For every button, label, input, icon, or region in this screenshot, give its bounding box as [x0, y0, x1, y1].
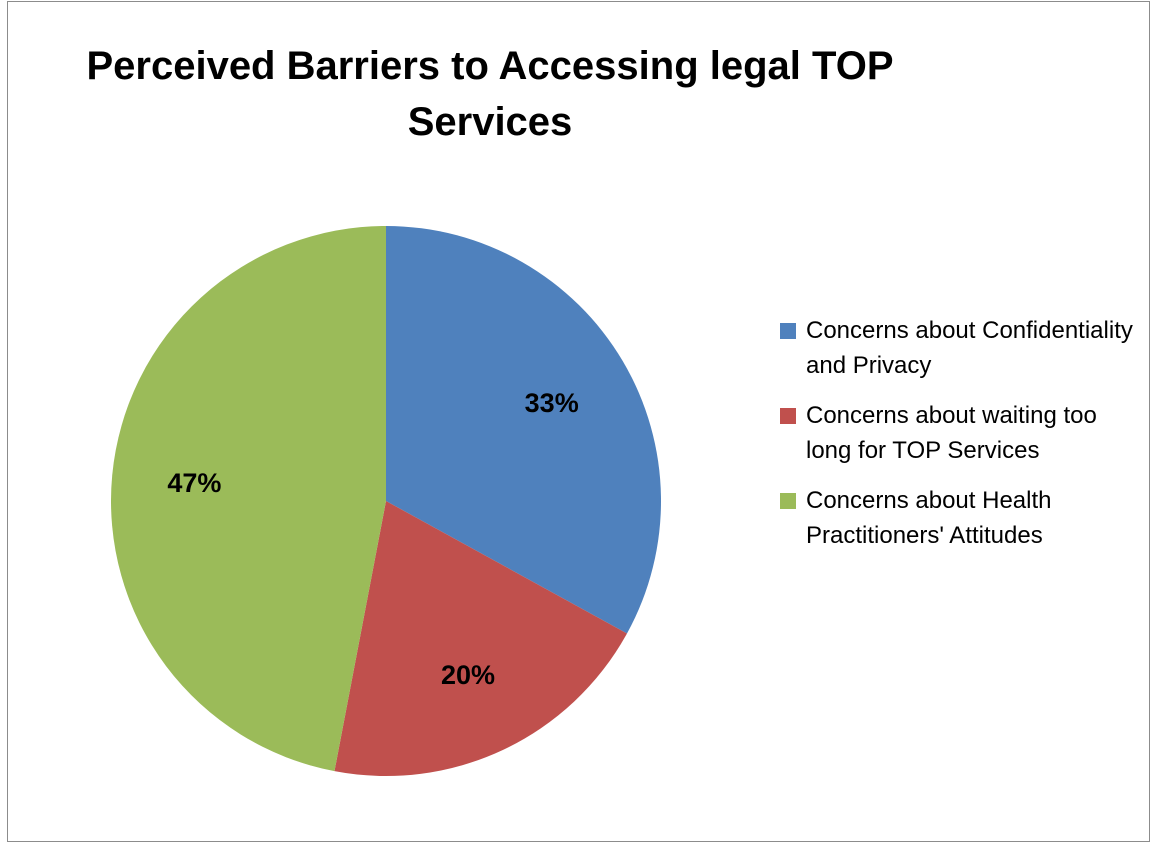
- legend-item-confidentiality: Concerns about Confidentiality and Priva…: [780, 313, 1140, 383]
- legend: Concerns about Confidentiality and Priva…: [780, 313, 1140, 553]
- slice-confidentiality: [386, 226, 661, 634]
- data-label-attitudes: 47%: [167, 468, 221, 498]
- legend-item-attitudes: Concerns about Health Practitioners' Att…: [780, 483, 1140, 553]
- data-label-waiting: 20%: [441, 660, 495, 690]
- chart-title: Perceived Barriers to Accessing legal TO…: [86, 44, 894, 144]
- legend-item-waiting: Concerns about waiting too long for TOP …: [780, 398, 1140, 468]
- legend-label-waiting: Concerns about waiting too long for TOP …: [806, 402, 1097, 464]
- legend-swatch-waiting: [780, 408, 796, 424]
- slice-attitudes: [111, 226, 386, 772]
- slice-waiting: [334, 501, 627, 776]
- legend-label-attitudes: Concerns about Health Practitioners' Att…: [806, 487, 1052, 549]
- data-label-confidentiality: 33%: [525, 388, 579, 418]
- legend-swatch-attitudes: [780, 493, 796, 509]
- legend-swatch-confidentiality: [780, 323, 796, 339]
- legend-label-confidentiality: Concerns about Confidentiality and Priva…: [806, 317, 1133, 379]
